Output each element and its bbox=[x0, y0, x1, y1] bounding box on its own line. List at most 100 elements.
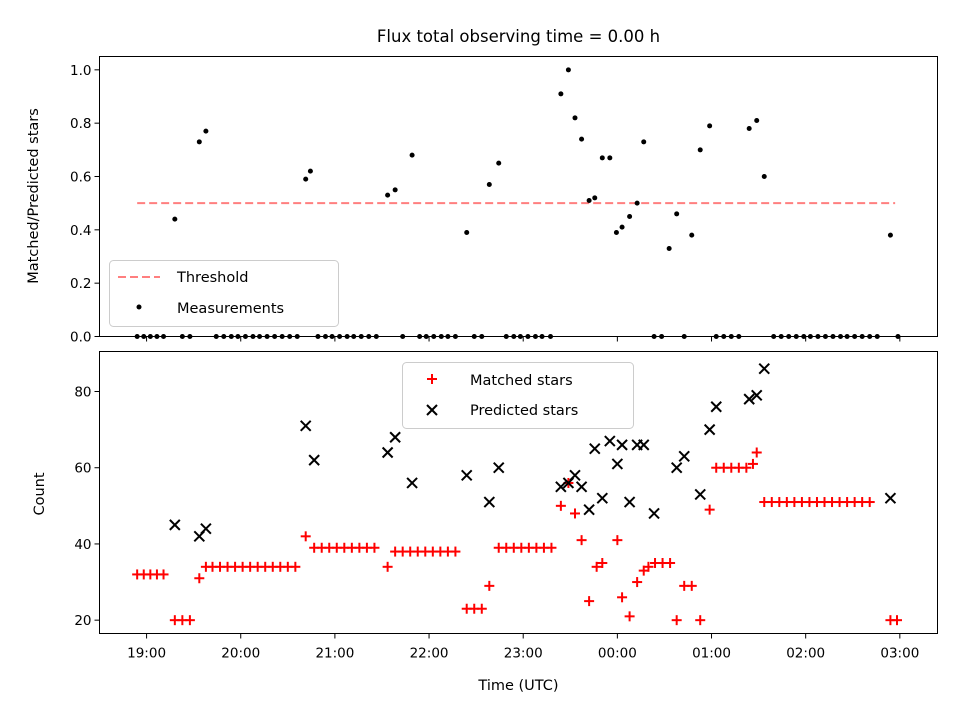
x-tick-label: 20:00 bbox=[221, 646, 260, 662]
x-axis-label: Time (UTC) bbox=[477, 678, 558, 694]
bottom-plot-frame bbox=[99, 351, 938, 634]
matched-stars-point bbox=[584, 596, 595, 607]
predicted-stars-point bbox=[200, 522, 212, 535]
measurement-point bbox=[409, 152, 415, 158]
x-tick-label: 01:00 bbox=[692, 646, 731, 662]
matched-stars-point bbox=[665, 558, 676, 568]
bottom-y-axis-label: Count bbox=[32, 472, 48, 515]
x-tick-label: 00:00 bbox=[598, 646, 637, 662]
measurement-point bbox=[307, 168, 313, 174]
matched-stars-point bbox=[597, 558, 608, 568]
legend-predicted-swatch bbox=[426, 404, 438, 416]
matched-stars-point bbox=[194, 573, 205, 584]
measurement-point bbox=[486, 182, 492, 187]
matched-stars-point bbox=[741, 462, 752, 473]
predicted-stars-point bbox=[493, 462, 505, 474]
chart-title: Flux total observing time = 0.00 h bbox=[377, 27, 660, 46]
matched-stars-point bbox=[612, 535, 623, 546]
y-tick-label: 80 bbox=[74, 385, 91, 401]
top-subplot: Flux total observing time = 0.00 h Match… bbox=[26, 27, 938, 346]
predicted-stars-point bbox=[638, 439, 650, 451]
measurement-point bbox=[586, 198, 592, 203]
y-tick-label: 0.4 bbox=[70, 223, 91, 239]
legend-matched-label: Matched stars bbox=[470, 373, 573, 389]
predicted-stars-point bbox=[604, 435, 616, 447]
matched-stars-point bbox=[546, 542, 557, 553]
y-tick-label: 20 bbox=[74, 613, 91, 629]
measurement-point bbox=[607, 155, 613, 161]
measurement-point bbox=[172, 216, 178, 222]
predicted-stars-point bbox=[648, 507, 660, 520]
measurement-point bbox=[689, 232, 695, 238]
matched-stars-point bbox=[184, 615, 195, 626]
matched-stars-point bbox=[450, 546, 461, 557]
predicted-stars-point bbox=[678, 450, 690, 463]
matched-stars-point bbox=[591, 561, 602, 572]
top-y-axis-label: Matched/Predicted stars bbox=[26, 108, 42, 284]
bottom-axis-ticks: 20 40 60 80 19:00 20:00 21:00 22:00 23:00 00:00 01… bbox=[74, 385, 919, 662]
x-tick-label: 03:00 bbox=[880, 646, 919, 662]
measurement-point bbox=[558, 91, 564, 97]
matched-stars-point bbox=[569, 508, 580, 519]
measurement-point bbox=[592, 195, 598, 201]
predicted-stars-point bbox=[758, 362, 770, 375]
measurement-point bbox=[634, 200, 640, 206]
matched-stars-point bbox=[751, 447, 762, 458]
predicted-stars-point bbox=[703, 423, 716, 436]
top-plot-frame bbox=[99, 56, 938, 337]
x-tick-label: 23:00 bbox=[504, 646, 543, 662]
y-tick-label: 60 bbox=[74, 461, 91, 477]
predicted-stars-point bbox=[616, 439, 628, 451]
count-points bbox=[132, 362, 903, 626]
x-tick-label: 21:00 bbox=[315, 646, 354, 662]
predicted-stars-point bbox=[743, 393, 755, 405]
y-tick-label: 0.6 bbox=[70, 170, 91, 186]
predicted-stars-point bbox=[169, 519, 181, 531]
measurement-point bbox=[674, 211, 680, 217]
measurement-point bbox=[697, 147, 703, 153]
measurement-point bbox=[619, 224, 625, 230]
predicted-stars-point bbox=[381, 446, 394, 459]
matched-stars-point bbox=[555, 500, 566, 511]
legend-matched-swatch bbox=[427, 374, 437, 384]
y-tick-label: 1.0 bbox=[70, 63, 91, 79]
matched-stars-point bbox=[695, 615, 706, 626]
predicted-stars-point bbox=[623, 496, 636, 508]
bottom-subplot: Count Time (UTC) 20 40 60 80 19:00 20:00 21:00… bbox=[32, 351, 938, 694]
matched-stars-point bbox=[476, 603, 487, 614]
measurement-point bbox=[579, 136, 585, 142]
predicted-stars-point bbox=[406, 477, 418, 489]
matched-stars-point bbox=[290, 561, 301, 572]
x-tick-label: 19:00 bbox=[127, 646, 166, 662]
predicted-stars-point bbox=[583, 503, 595, 516]
measurement-point bbox=[707, 123, 713, 129]
measurement-point bbox=[627, 214, 633, 219]
matched-stars-point bbox=[382, 561, 393, 572]
matched-stars-point bbox=[686, 580, 697, 591]
measurement-point bbox=[392, 187, 398, 193]
predicted-stars-point bbox=[308, 454, 320, 466]
predicted-stars-point bbox=[575, 481, 588, 493]
measurement-point bbox=[761, 174, 767, 179]
predicted-stars-point bbox=[555, 481, 567, 493]
predicted-stars-point bbox=[461, 469, 473, 482]
measurement-point bbox=[754, 118, 760, 123]
matched-stars-point bbox=[576, 535, 587, 546]
measurement-point bbox=[303, 176, 309, 182]
y-tick-label: 40 bbox=[74, 537, 91, 553]
predicted-stars-point bbox=[569, 469, 581, 482]
legend-measurements-label: Measurements bbox=[177, 301, 284, 317]
x-tick-label: 02:00 bbox=[786, 646, 825, 662]
measurement-point bbox=[641, 139, 647, 145]
predicted-stars-point bbox=[299, 420, 312, 432]
x-tick-label: 22:00 bbox=[410, 646, 449, 662]
measurement-point bbox=[572, 115, 578, 121]
bottom-legend-box bbox=[402, 362, 634, 429]
matched-stars-point bbox=[892, 615, 903, 626]
top-axis-ticks: 0.0 0.2 0.4 0.6 0.8 1.0 bbox=[70, 63, 901, 346]
matched-stars-point bbox=[484, 580, 495, 591]
predicted-stars-point bbox=[483, 496, 496, 508]
predicted-stars-point bbox=[596, 492, 609, 504]
